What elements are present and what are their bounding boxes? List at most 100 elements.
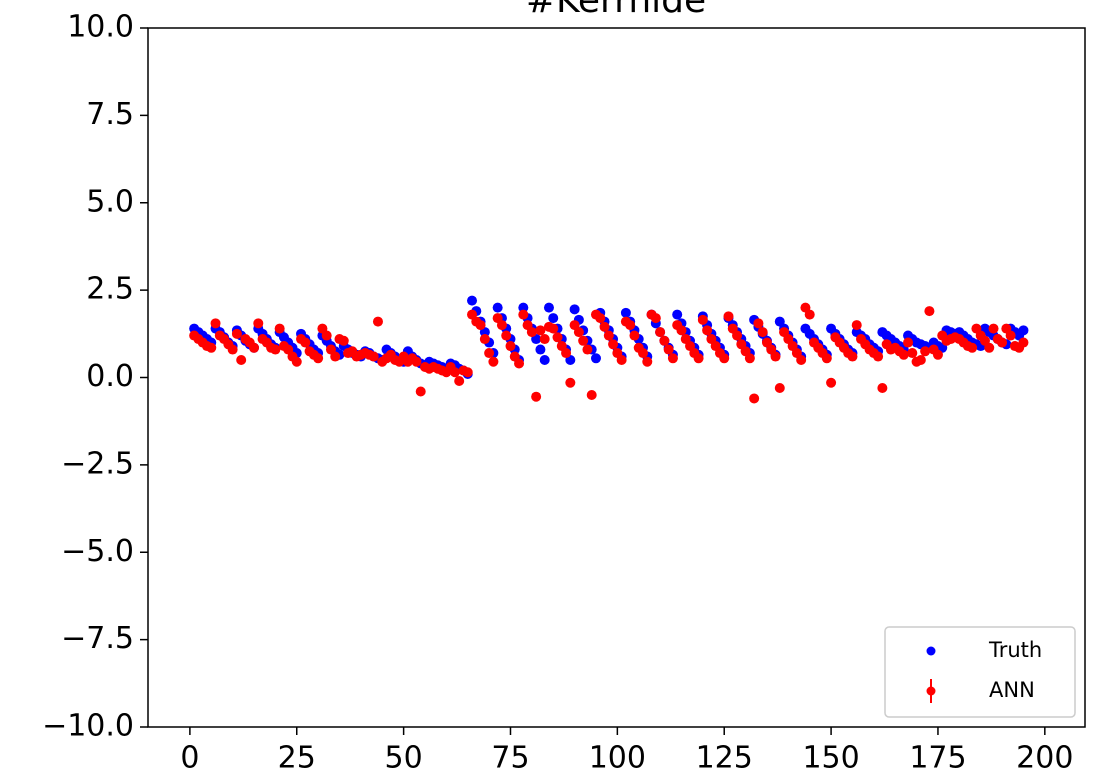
point [539, 355, 550, 366]
point [932, 349, 943, 360]
point [368, 351, 379, 362]
point [249, 342, 260, 353]
point [573, 327, 584, 338]
legend-label: Truth [988, 638, 1042, 662]
point [586, 389, 597, 400]
point [565, 377, 576, 388]
point [514, 358, 525, 369]
point [467, 295, 478, 306]
point [744, 353, 755, 364]
y-tick-label: −7.5 [61, 621, 134, 656]
point [526, 327, 537, 338]
point [663, 344, 674, 355]
point [535, 325, 546, 336]
x-tick-label: 0 [180, 741, 199, 776]
point [847, 351, 858, 362]
legend-label: ANN [989, 678, 1035, 702]
point [227, 344, 238, 355]
point [826, 377, 837, 388]
point [561, 348, 572, 359]
point [774, 382, 785, 393]
y-tick-label: 5.0 [86, 184, 134, 219]
legend: Truth ANN [884, 626, 1076, 718]
point [988, 323, 999, 334]
point [676, 325, 687, 336]
x-tick-label: 200 [1016, 741, 1073, 776]
point [313, 353, 324, 364]
point [719, 353, 730, 364]
point [620, 307, 631, 318]
point [479, 334, 490, 345]
point [804, 309, 815, 320]
point [898, 349, 909, 360]
point [505, 341, 516, 352]
point [757, 327, 768, 338]
point [475, 320, 486, 331]
point [625, 320, 636, 331]
point [462, 367, 473, 378]
point [518, 309, 529, 320]
point [210, 318, 221, 329]
point [578, 335, 589, 346]
point [1018, 337, 1029, 348]
x-tick-label: 50 [385, 741, 423, 776]
point [642, 356, 653, 367]
point [372, 316, 383, 327]
point [599, 321, 610, 332]
legend-marker [926, 646, 936, 656]
point [877, 382, 888, 393]
point [873, 351, 884, 362]
point [552, 332, 563, 343]
x-tick-label: 75 [491, 741, 529, 776]
point [655, 327, 666, 338]
point [501, 330, 512, 341]
point [535, 344, 546, 355]
point [415, 386, 426, 397]
point [997, 337, 1008, 348]
point [915, 355, 926, 366]
point [231, 328, 242, 339]
point [697, 314, 708, 325]
point [608, 339, 619, 350]
point [672, 309, 683, 320]
point [569, 304, 580, 315]
point [749, 393, 760, 404]
point [967, 342, 978, 353]
x-tick-label: 150 [802, 741, 859, 776]
point [270, 344, 281, 355]
point [590, 353, 601, 364]
plot-frame [147, 27, 1086, 728]
point [338, 335, 349, 346]
point [454, 375, 465, 386]
point [796, 355, 807, 366]
point [543, 302, 554, 313]
point [274, 323, 285, 334]
point [1005, 330, 1016, 341]
point [492, 302, 503, 313]
point [548, 323, 559, 334]
point [770, 351, 781, 362]
point [693, 353, 704, 364]
point [984, 342, 995, 353]
point [582, 344, 593, 355]
point [411, 356, 422, 367]
point [732, 330, 743, 341]
point [291, 356, 302, 367]
point [659, 335, 670, 346]
legend-box [884, 626, 1076, 718]
point [531, 391, 542, 402]
y-tick-label: 2.5 [86, 272, 134, 307]
y-tick-label: −5.0 [61, 534, 134, 569]
point [1018, 325, 1029, 336]
chart-title: #Kerrhide [526, 0, 706, 21]
point [595, 313, 606, 324]
point [484, 348, 495, 359]
point [753, 318, 764, 329]
point [206, 342, 217, 353]
point [650, 313, 661, 324]
y-tick-label: 10.0 [67, 10, 134, 45]
point [603, 330, 614, 341]
x-tick-label: 25 [278, 741, 316, 776]
y-tick-label: 7.5 [86, 97, 134, 132]
point [496, 320, 507, 331]
